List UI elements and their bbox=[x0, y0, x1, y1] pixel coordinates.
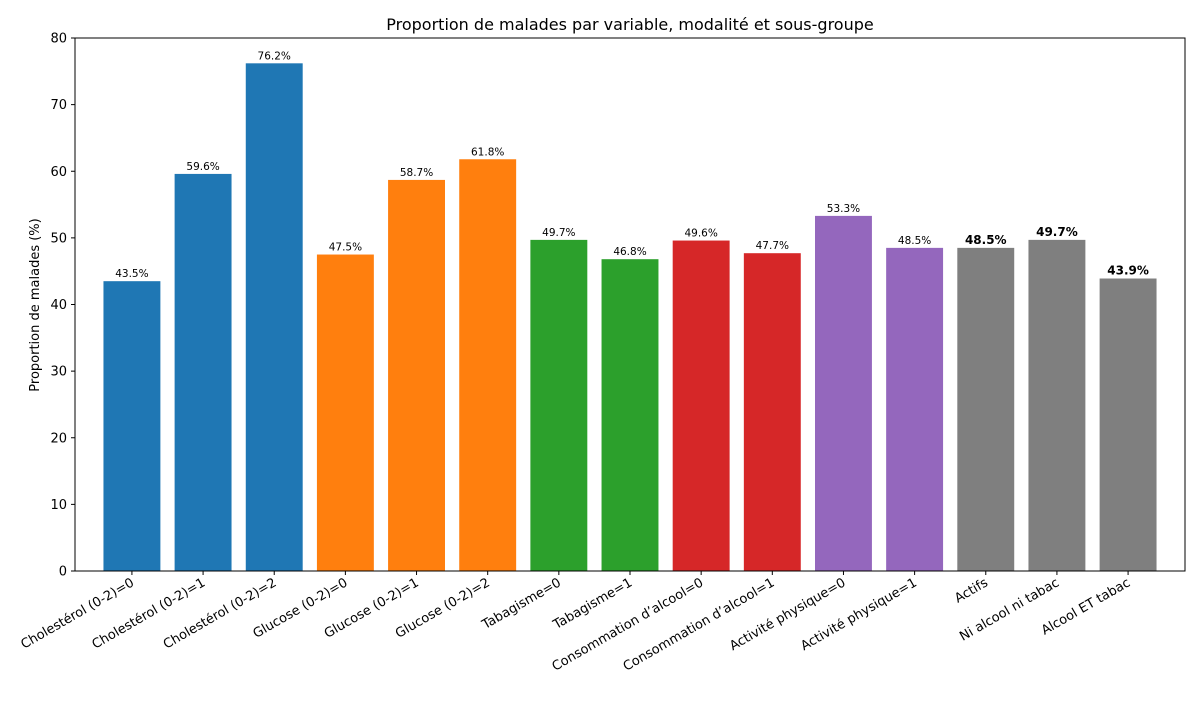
bar-data-label: 76.2% bbox=[258, 50, 291, 62]
bar bbox=[815, 215, 872, 572]
bar-data-label: 48.5% bbox=[965, 233, 1007, 247]
bar bbox=[174, 173, 232, 572]
y-tick-label: 10 bbox=[50, 498, 67, 513]
bar bbox=[672, 240, 730, 572]
bar-data-label: 47.5% bbox=[329, 242, 362, 254]
bar-data-label: 46.8% bbox=[613, 246, 646, 258]
plot-frame bbox=[74, 37, 1186, 572]
bar bbox=[601, 259, 659, 571]
bar-data-label: 53.3% bbox=[827, 203, 860, 215]
y-tick-label: 60 bbox=[50, 165, 67, 180]
bar-data-label: 49.7% bbox=[542, 227, 575, 239]
bar bbox=[957, 247, 1015, 571]
bar bbox=[743, 253, 801, 572]
y-tick-label: 80 bbox=[50, 32, 67, 47]
y-tick-label: 40 bbox=[50, 298, 67, 313]
y-tick-label: 30 bbox=[50, 365, 67, 380]
y-tick-label: 20 bbox=[50, 431, 67, 446]
bar bbox=[886, 247, 944, 571]
bar-data-label: 49.6% bbox=[684, 228, 717, 240]
bar-data-label: 59.6% bbox=[186, 161, 219, 173]
bar bbox=[103, 281, 161, 571]
bar-data-label: 43.5% bbox=[115, 268, 148, 280]
bar-data-label: 61.8% bbox=[471, 146, 504, 158]
y-axis: 0 10 20 30 40 50 60 70 80 bbox=[50, 32, 75, 580]
bar-data-label: 48.5% bbox=[898, 235, 931, 247]
y-tick-label: 70 bbox=[50, 98, 67, 113]
bar-data-label: 47.7% bbox=[756, 240, 789, 252]
bar bbox=[1028, 239, 1086, 571]
x-tick-label: Activité physique=0 bbox=[727, 575, 848, 654]
bar bbox=[388, 179, 445, 571]
y-tick-label: 0 bbox=[59, 565, 67, 580]
y-axis-label: Proportion de malades (%) bbox=[28, 218, 43, 391]
x-tick-label: Actifs bbox=[952, 575, 991, 606]
bar-data-label: 58.7% bbox=[400, 167, 433, 179]
x-tick-label: Cholestérol (0-2)=0 bbox=[19, 575, 137, 652]
bar bbox=[459, 159, 517, 571]
bar bbox=[316, 254, 374, 571]
bar bbox=[245, 63, 303, 571]
x-tick-label: Tabagisme=0 bbox=[479, 575, 564, 633]
bars-group bbox=[103, 63, 1157, 572]
bar-data-label: 49.7% bbox=[1036, 225, 1078, 239]
chart-title: Proportion de malades par variable, moda… bbox=[386, 15, 873, 34]
y-tick-label: 50 bbox=[50, 231, 67, 246]
bar bbox=[530, 239, 588, 571]
bar bbox=[1099, 278, 1157, 571]
data-labels-group: 43.5% 59.6% 76.2% 47.5% 58.7% 61.8% 49.7% 46.8%… bbox=[115, 50, 1149, 280]
x-tick-label: Cholestérol (0-2)=2 bbox=[161, 575, 279, 652]
bar-data-label: 43.9% bbox=[1107, 264, 1149, 278]
x-tick-label: Activité physique=1 bbox=[798, 575, 919, 654]
x-tick-label: Cholestérol (0-2)=1 bbox=[90, 575, 208, 652]
